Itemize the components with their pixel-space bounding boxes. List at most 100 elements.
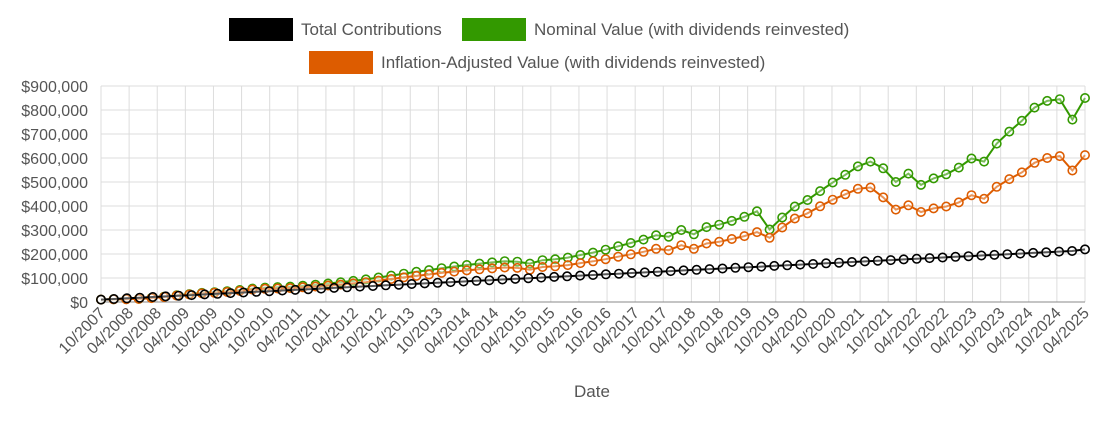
data-point[interactable] bbox=[639, 267, 650, 278]
data-point[interactable] bbox=[600, 254, 611, 265]
data-point[interactable] bbox=[1080, 93, 1091, 104]
data-point[interactable] bbox=[941, 169, 952, 180]
data-point[interactable] bbox=[878, 192, 889, 203]
data-point[interactable] bbox=[225, 288, 236, 299]
data-point[interactable] bbox=[726, 234, 737, 245]
data-point[interactable] bbox=[458, 276, 469, 287]
data-point[interactable] bbox=[367, 280, 378, 291]
data-point[interactable] bbox=[549, 271, 560, 282]
data-point[interactable] bbox=[717, 263, 728, 274]
data-point[interactable] bbox=[865, 156, 876, 167]
data-point[interactable] bbox=[587, 269, 598, 280]
data-point[interactable] bbox=[212, 288, 223, 299]
data-point[interactable] bbox=[380, 280, 391, 291]
data-point[interactable] bbox=[398, 272, 409, 283]
data-point[interactable] bbox=[1002, 249, 1013, 260]
data-point[interactable] bbox=[484, 275, 495, 286]
data-point[interactable] bbox=[663, 245, 674, 256]
data-point[interactable] bbox=[160, 291, 171, 302]
data-point[interactable] bbox=[393, 279, 404, 290]
data-point[interactable] bbox=[890, 177, 901, 188]
data-point[interactable] bbox=[186, 290, 197, 301]
data-point[interactable] bbox=[512, 262, 523, 273]
data-point[interactable] bbox=[613, 251, 624, 262]
data-point[interactable] bbox=[652, 266, 663, 277]
data-point[interactable] bbox=[890, 204, 901, 215]
data-point[interactable] bbox=[651, 230, 662, 241]
data-point[interactable] bbox=[991, 138, 1002, 149]
data-point[interactable] bbox=[704, 264, 715, 275]
data-point[interactable] bbox=[1054, 151, 1065, 162]
data-point[interactable] bbox=[1054, 246, 1065, 257]
data-point[interactable] bbox=[1067, 246, 1078, 257]
data-point[interactable] bbox=[121, 293, 132, 304]
data-point[interactable] bbox=[924, 253, 935, 264]
data-point[interactable] bbox=[852, 183, 863, 194]
data-point[interactable] bbox=[885, 255, 896, 266]
data-point[interactable] bbox=[562, 260, 573, 271]
data-point[interactable] bbox=[903, 200, 914, 211]
data-point[interactable] bbox=[915, 179, 926, 190]
data-point[interactable] bbox=[976, 250, 987, 261]
data-point[interactable] bbox=[701, 238, 712, 249]
data-point[interactable] bbox=[688, 243, 699, 254]
data-point[interactable] bbox=[411, 270, 422, 281]
data-point[interactable] bbox=[1042, 95, 1053, 106]
data-point[interactable] bbox=[815, 186, 826, 197]
data-point[interactable] bbox=[487, 263, 498, 274]
data-point[interactable] bbox=[1015, 248, 1026, 259]
data-point[interactable] bbox=[815, 201, 826, 212]
data-point[interactable] bbox=[714, 219, 725, 230]
data-point[interactable] bbox=[911, 253, 922, 264]
data-point[interactable] bbox=[878, 163, 889, 174]
data-point[interactable] bbox=[795, 259, 806, 270]
data-point[interactable] bbox=[251, 286, 262, 297]
data-point[interactable] bbox=[751, 227, 762, 238]
data-point[interactable] bbox=[676, 225, 687, 236]
data-point[interactable] bbox=[865, 182, 876, 193]
data-point[interactable] bbox=[474, 264, 485, 275]
data-point[interactable] bbox=[751, 206, 762, 217]
data-point[interactable] bbox=[688, 229, 699, 240]
data-point[interactable] bbox=[499, 262, 510, 273]
data-point[interactable] bbox=[782, 260, 793, 271]
data-point[interactable] bbox=[1016, 115, 1027, 126]
data-point[interactable] bbox=[678, 265, 689, 276]
data-point[interactable] bbox=[769, 260, 780, 271]
data-point[interactable] bbox=[802, 195, 813, 206]
data-point[interactable] bbox=[436, 267, 447, 278]
data-point[interactable] bbox=[354, 281, 365, 292]
data-point[interactable] bbox=[915, 207, 926, 218]
data-point[interactable] bbox=[510, 273, 521, 284]
data-point[interactable] bbox=[764, 232, 775, 243]
data-point[interactable] bbox=[941, 201, 952, 212]
data-point[interactable] bbox=[821, 258, 832, 269]
data-point[interactable] bbox=[562, 271, 573, 282]
data-point[interactable] bbox=[846, 256, 857, 267]
data-point[interactable] bbox=[808, 258, 819, 269]
data-point[interactable] bbox=[290, 284, 301, 295]
data-point[interactable] bbox=[827, 194, 838, 205]
legend-item-nominal-value[interactable]: Nominal Value (with dividends reinvested… bbox=[462, 18, 849, 41]
data-point[interactable] bbox=[303, 284, 314, 295]
data-point[interactable] bbox=[1028, 247, 1039, 258]
data-point[interactable] bbox=[953, 197, 964, 208]
data-point[interactable] bbox=[726, 215, 737, 226]
legend-item-total-contributions[interactable]: Total Contributions bbox=[229, 18, 442, 41]
data-point[interactable] bbox=[329, 282, 340, 293]
data-point[interactable] bbox=[600, 244, 611, 255]
data-point[interactable] bbox=[524, 264, 535, 275]
data-point[interactable] bbox=[840, 189, 851, 200]
data-point[interactable] bbox=[1067, 114, 1078, 125]
data-point[interactable] bbox=[587, 256, 598, 267]
data-point[interactable] bbox=[562, 252, 573, 263]
data-point[interactable] bbox=[461, 265, 472, 276]
data-point[interactable] bbox=[777, 212, 788, 223]
data-point[interactable] bbox=[173, 290, 184, 301]
data-point[interactable] bbox=[714, 236, 725, 247]
data-point[interactable] bbox=[316, 283, 327, 294]
data-point[interactable] bbox=[966, 153, 977, 164]
data-point[interactable] bbox=[613, 268, 624, 279]
data-point[interactable] bbox=[1080, 150, 1091, 161]
data-point[interactable] bbox=[423, 269, 434, 280]
